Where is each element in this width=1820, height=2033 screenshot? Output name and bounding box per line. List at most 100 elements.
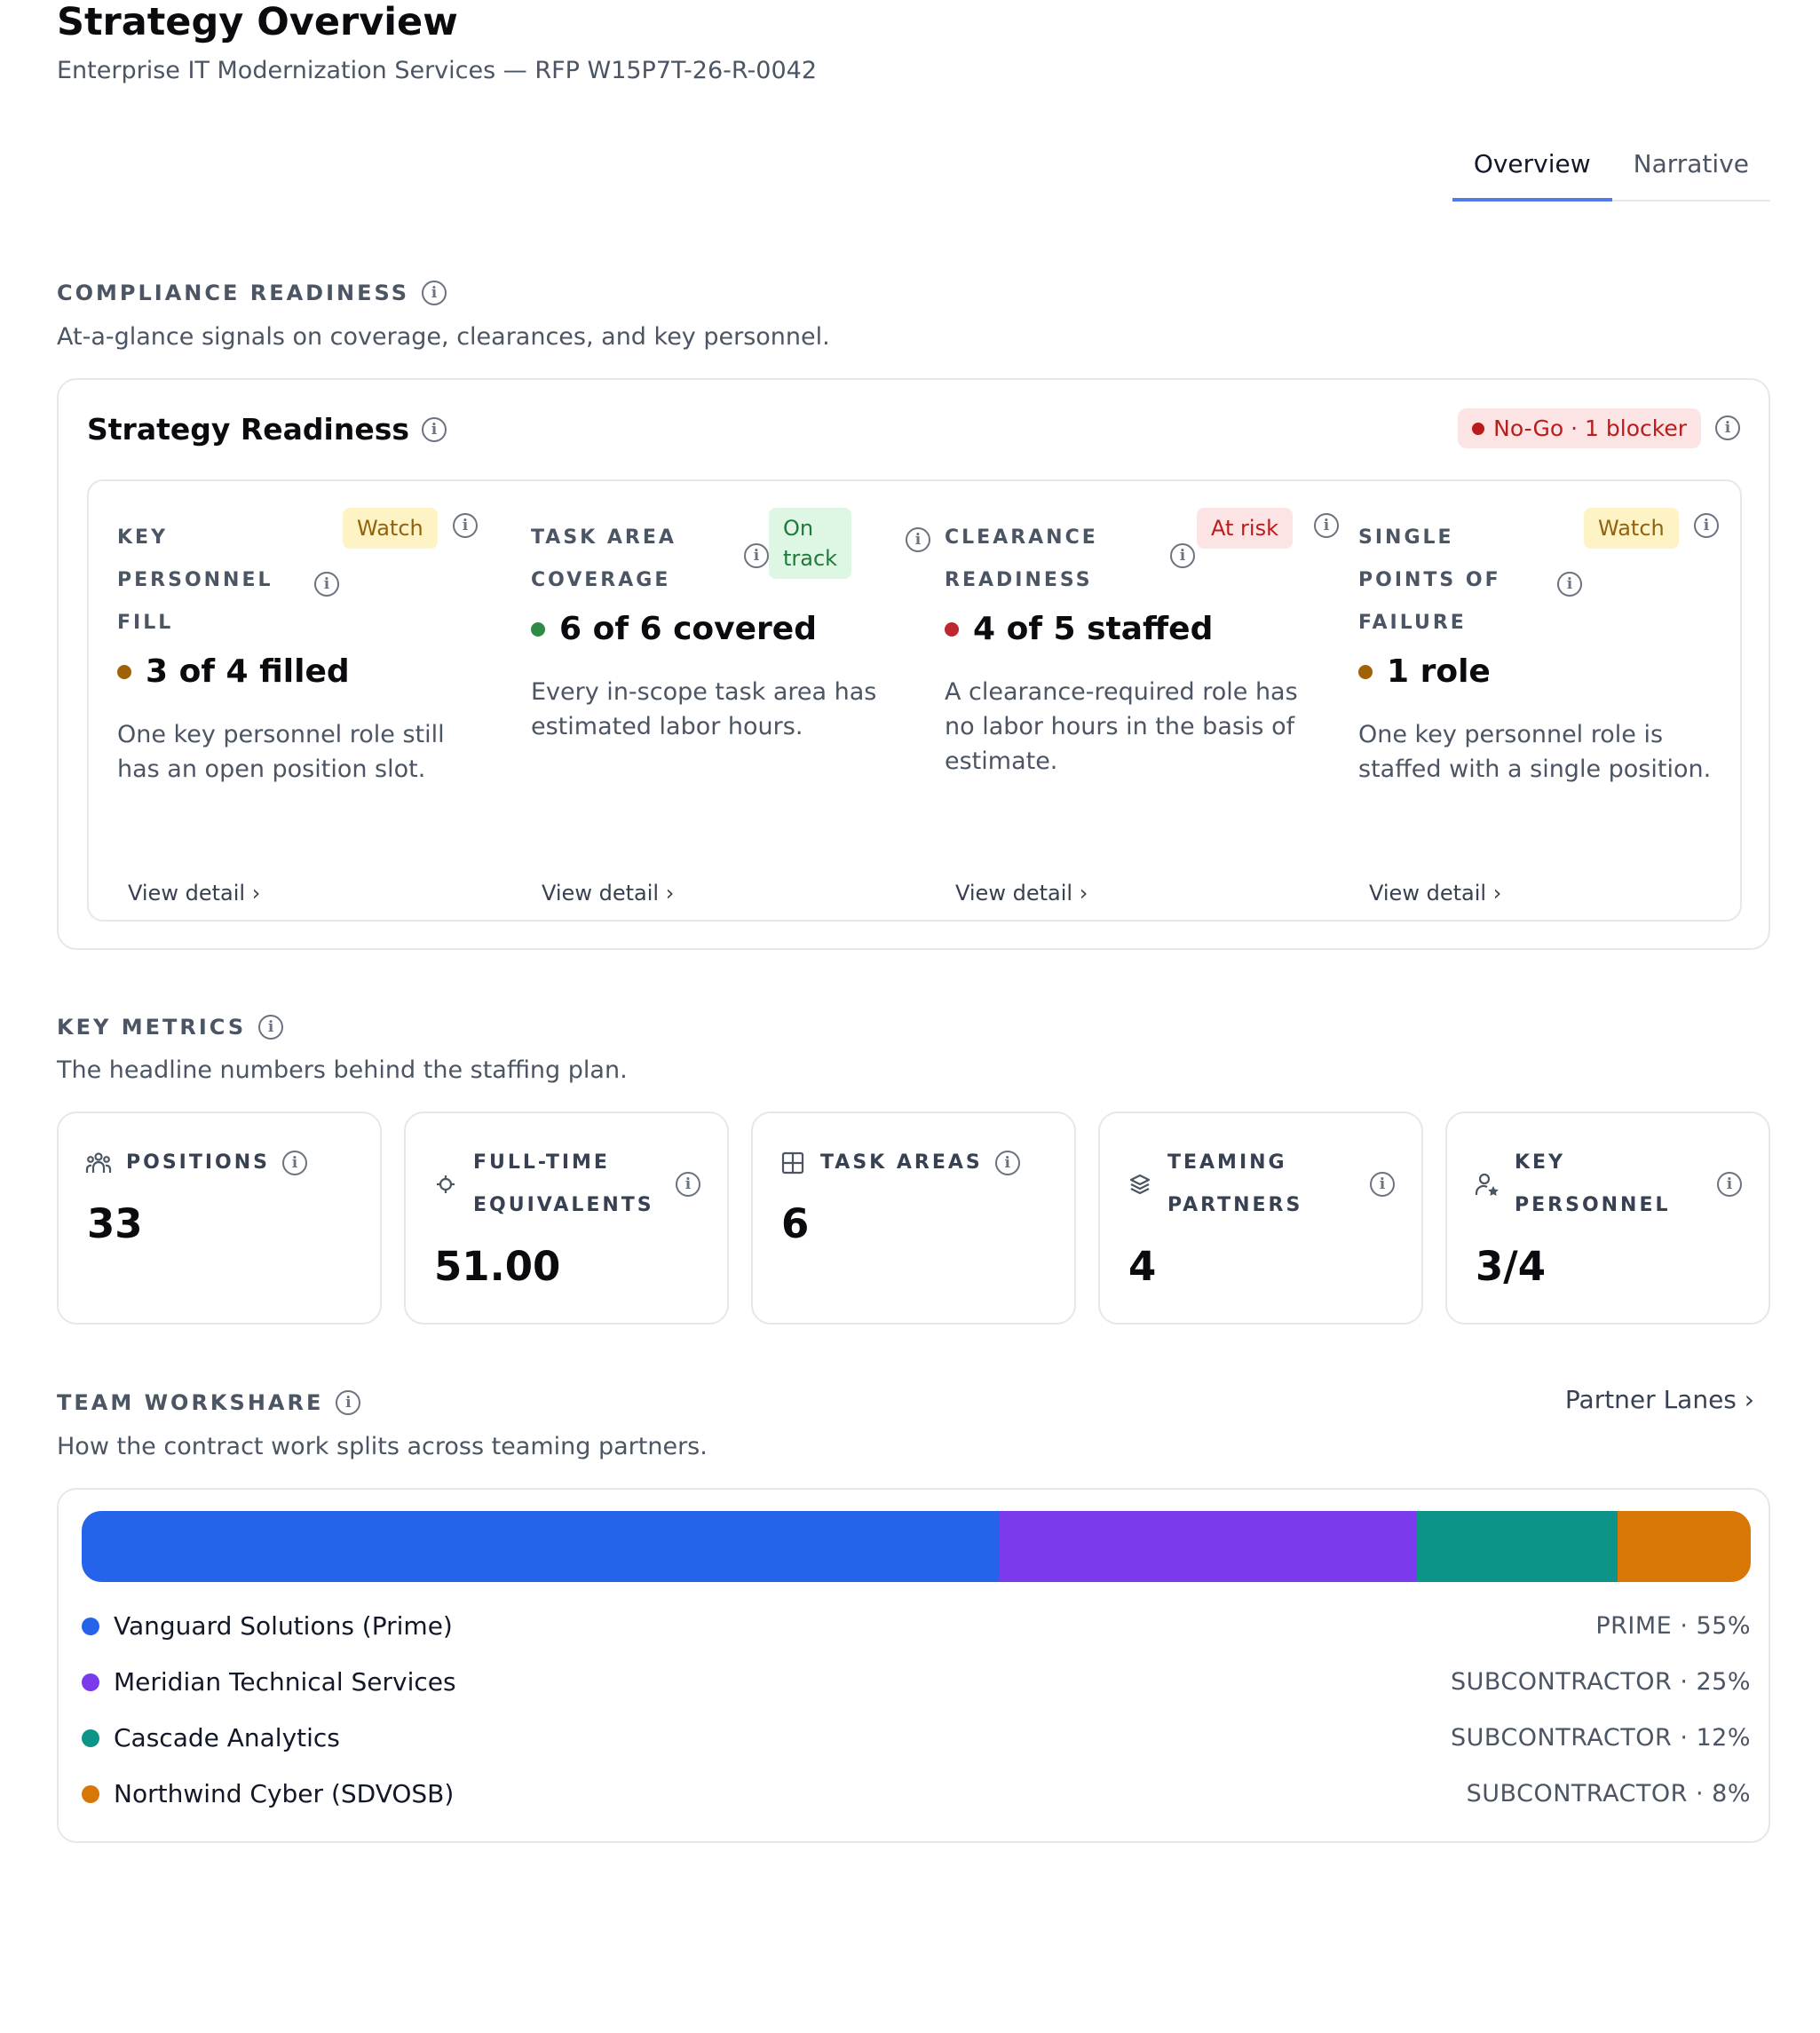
status-dot (117, 664, 131, 679)
signal-label-line: CLEARANCE (945, 526, 1098, 549)
partner-lanes-link[interactable]: Partner Lanes › (1565, 1385, 1754, 1414)
info-icon[interactable]: i (258, 1015, 284, 1040)
strategy-readiness-title-text: Strategy Readiness (87, 412, 410, 447)
signal-label: TASK AREA COVERAGE (531, 517, 677, 602)
signal-value-text: 1 role (1387, 653, 1491, 690)
workshare-stacked-bar (82, 1511, 1751, 1582)
metric-value: 3/4 (1476, 1243, 1547, 1290)
signal-label-line: FAILURE (1358, 612, 1467, 634)
chevron-right-icon: › (1492, 881, 1502, 906)
info-icon[interactable]: i (314, 572, 339, 597)
chevron-right-icon: › (1744, 1385, 1754, 1414)
status-dot (1358, 664, 1373, 679)
status-dot (945, 621, 959, 637)
signal-label-line: SINGLE (1358, 526, 1454, 549)
view-detail-link[interactable]: View detail › (1369, 881, 1501, 906)
status-badge: At risk (1197, 508, 1293, 549)
signal-value: 3 of 4 filled (117, 653, 350, 690)
strategy-overview-page: Strategy Overview Enterprise IT Moderniz… (57, 0, 1770, 1843)
team-workshare-section-header: TEAM WORKSHARE i (57, 1390, 361, 1415)
signal-label-line: POINTS OF (1358, 569, 1501, 591)
metric-label-line: KEY (1515, 1151, 1566, 1174)
chevron-right-icon: › (251, 881, 261, 906)
info-icon[interactable]: i (1694, 513, 1719, 538)
chevron-right-icon: › (1079, 881, 1088, 906)
view-detail-text: View detail (1369, 881, 1487, 906)
info-icon[interactable]: i (453, 513, 478, 538)
metric-header: POSITIONS i (85, 1142, 308, 1184)
signal-label-line: TASK AREA (531, 526, 677, 549)
info-icon[interactable]: i (422, 416, 447, 442)
view-detail-link[interactable]: View detail › (955, 881, 1088, 906)
partner-role-share: PRIME · 55% (1595, 1612, 1751, 1640)
info-icon[interactable]: i (676, 1172, 700, 1197)
team-workshare-section-label: TEAM WORKSHARE (57, 1390, 324, 1415)
signal-value-text: 4 of 5 staffed (973, 611, 1214, 647)
chevron-right-icon: › (665, 881, 675, 906)
signal-description: One key personnel role still has an open… (117, 721, 445, 783)
legend-row: Northwind Cyber (SDVOSB) SUBCONTRACTOR ·… (82, 1779, 1751, 1808)
metric-header: FULL-TIME EQUIVALENTS (432, 1142, 654, 1227)
status-dot (531, 621, 545, 637)
tab-narrative[interactable]: Narrative (1633, 149, 1749, 178)
metric-value: 6 (781, 1200, 810, 1247)
metric-label-line: TEAMING (1167, 1151, 1287, 1174)
status-badge: On track (769, 508, 852, 579)
info-icon[interactable]: i (1370, 1172, 1395, 1197)
partner-role-share: SUBCONTRACTOR · 25% (1450, 1668, 1751, 1696)
key-metrics-section-header: KEY METRICS i (57, 1015, 284, 1040)
readiness-signals-panel: KEY PERSONNEL FILL i Watch i 3 of 4 fill… (87, 479, 1742, 922)
view-detail-link[interactable]: View detail › (128, 881, 260, 906)
info-icon[interactable]: i (1314, 513, 1339, 538)
legend-partner: Meridian Technical Services (82, 1667, 456, 1697)
legend-row: Cascade Analytics SUBCONTRACTOR · 12% (82, 1723, 1751, 1752)
signal-single-points-of-failure: SINGLE POINTS OF FAILURE i Watch i 1 rol… (1358, 508, 1749, 907)
signal-value: 4 of 5 staffed (945, 611, 1213, 647)
metric-label: FULL-TIME EQUIVALENTS (473, 1142, 654, 1227)
compliance-section-description: At-a-glance signals on coverage, clearan… (57, 323, 830, 351)
partner-name: Northwind Cyber (SDVOSB) (114, 1779, 455, 1808)
info-icon[interactable]: i (906, 527, 930, 552)
workshare-bar-segment (1000, 1511, 1417, 1582)
view-detail-text: View detail (542, 881, 660, 906)
signal-value-text: 3 of 4 filled (146, 653, 350, 690)
legend-row: Meridian Technical Services SUBCONTRACTO… (82, 1667, 1751, 1697)
metric-card-positions: POSITIONS i 33 (57, 1111, 382, 1325)
grid-icon (779, 1150, 806, 1176)
signal-value-text: 6 of 6 covered (559, 611, 817, 647)
tab-overview[interactable]: Overview (1452, 142, 1612, 202)
info-icon[interactable]: i (422, 281, 447, 305)
info-icon[interactable]: i (994, 1151, 1020, 1175)
user-star-icon (1474, 1171, 1500, 1198)
info-icon[interactable]: i (1715, 415, 1740, 440)
compliance-section-label: COMPLIANCE READINESS (57, 281, 410, 305)
signal-value: 1 role (1358, 653, 1491, 690)
partner-lanes-text: Partner Lanes (1564, 1385, 1737, 1414)
metric-value: 4 (1128, 1243, 1157, 1290)
signal-label: SINGLE POINTS OF FAILURE (1358, 517, 1501, 645)
info-icon[interactable]: i (1557, 572, 1582, 597)
status-badge-line: track (783, 546, 838, 571)
view-detail-link[interactable]: View detail › (542, 881, 674, 906)
metric-label: POSITIONS (126, 1151, 271, 1174)
signal-description: One key personnel role is staffed with a… (1358, 721, 1712, 783)
status-badge: Watch (1584, 508, 1679, 549)
signal-label: KEY PERSONNEL FILL (117, 517, 273, 645)
metric-label: KEY PERSONNEL (1515, 1142, 1671, 1227)
info-icon[interactable]: i (1170, 543, 1195, 568)
signal-label: CLEARANCE READINESS (945, 517, 1098, 602)
signal-task-area-coverage: TASK AREA COVERAGE i On track i 6 of 6 c… (531, 508, 930, 907)
metric-label: TEAMING PARTNERS (1167, 1142, 1302, 1227)
metric-label-line: PERSONNEL (1515, 1194, 1671, 1216)
legend-partner: Cascade Analytics (82, 1723, 340, 1752)
info-icon[interactable]: i (1717, 1172, 1742, 1197)
info-icon[interactable]: i (282, 1151, 308, 1175)
signal-label-line: PERSONNEL (117, 569, 273, 591)
status-badge-line: On (783, 516, 814, 541)
metric-card-fte: FULL-TIME EQUIVALENTS i 51.00 (404, 1111, 729, 1325)
legend-row: Vanguard Solutions (Prime) PRIME · 55% (82, 1611, 1751, 1641)
legend-partner: Northwind Cyber (SDVOSB) (82, 1779, 454, 1808)
partner-name: Cascade Analytics (114, 1723, 340, 1752)
info-icon[interactable]: i (744, 543, 769, 568)
info-icon[interactable]: i (336, 1390, 361, 1415)
